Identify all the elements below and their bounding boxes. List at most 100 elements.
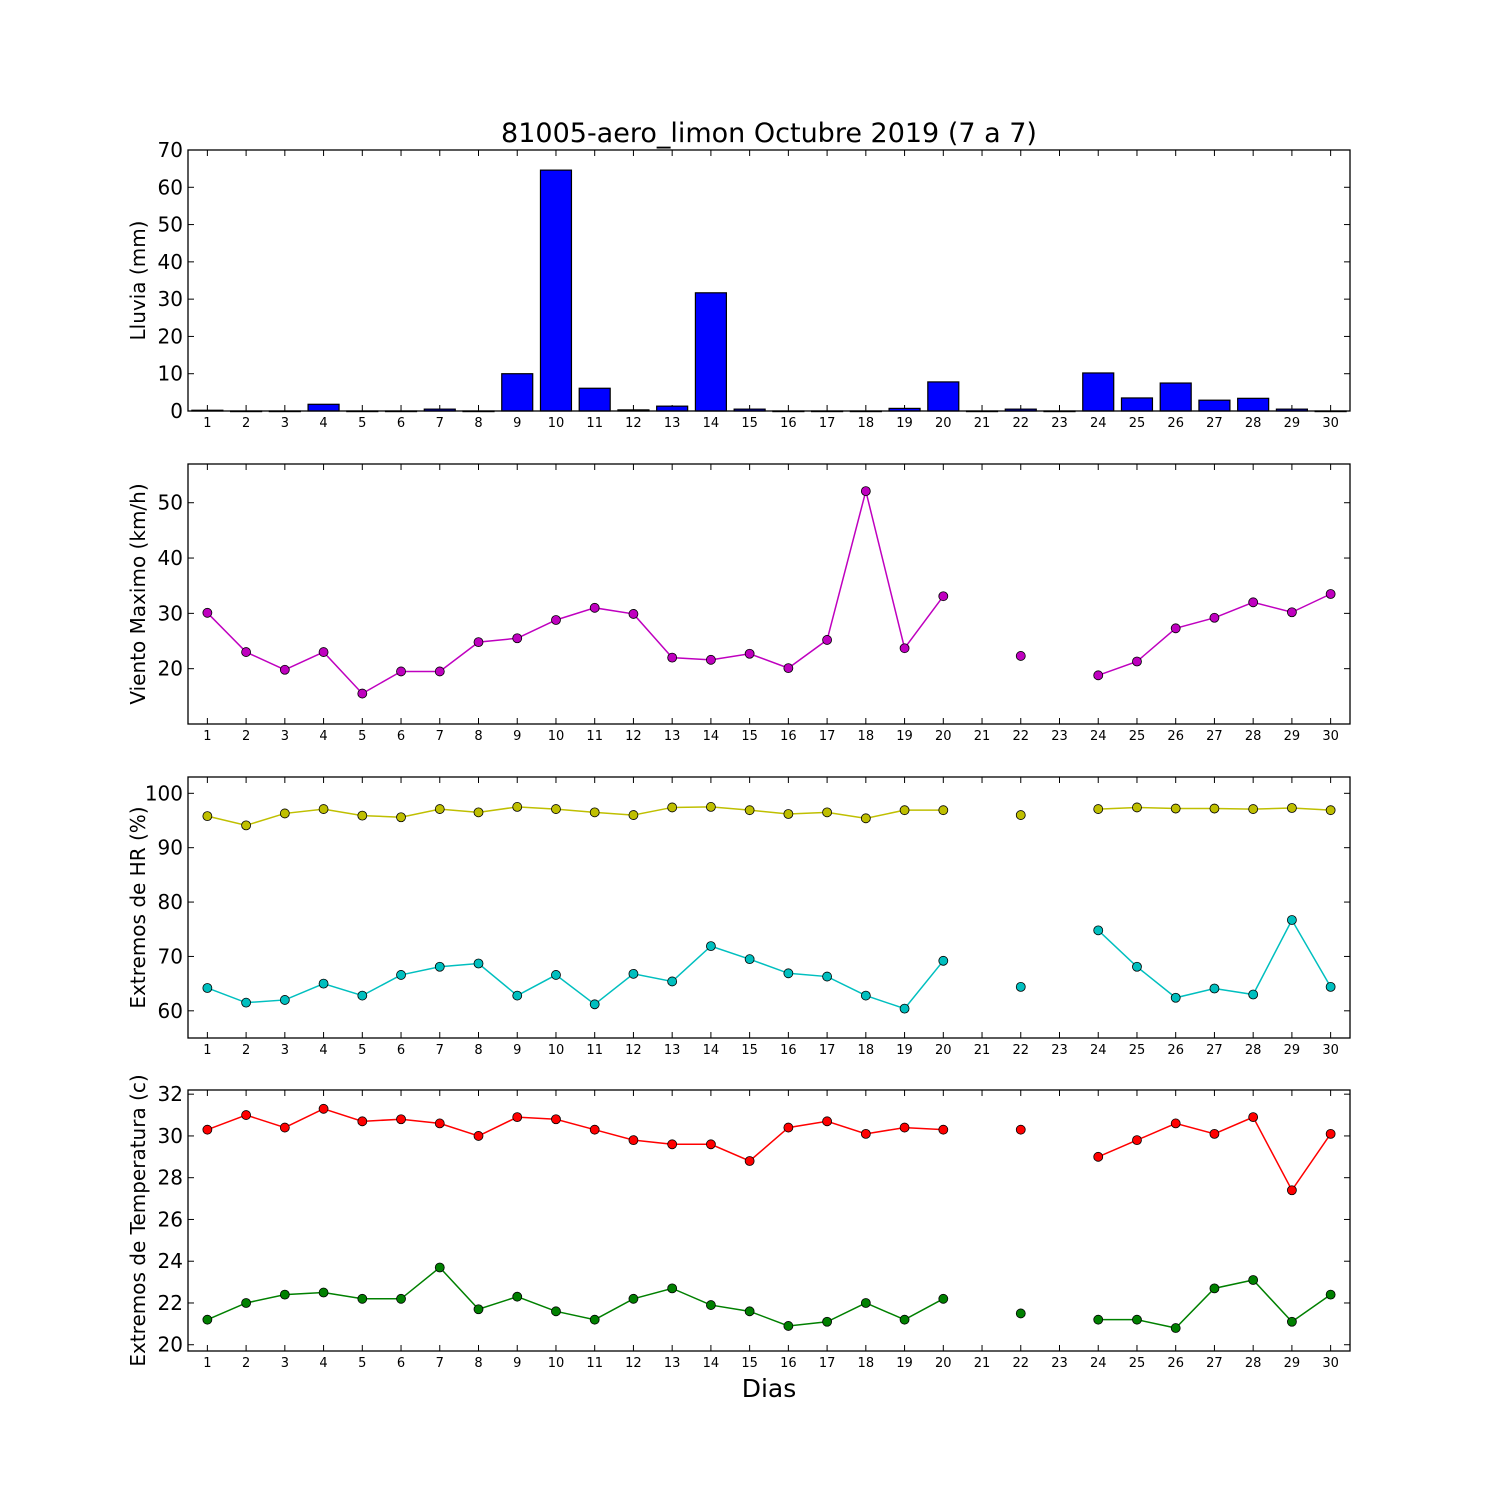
series-2-point-day-14: [706, 1300, 716, 1310]
x-tick-label: 16: [780, 1356, 797, 1371]
series-1-point-day-9: [512, 802, 523, 812]
x-tick-label: 29: [1284, 1043, 1301, 1058]
x-tick-label: 5: [358, 1356, 366, 1371]
x-tick-label: 12: [625, 1043, 642, 1058]
y-tick-label: 0: [170, 399, 183, 423]
x-tick-label: 25: [1129, 416, 1146, 431]
x-tick-label: 9: [513, 416, 521, 431]
series-1-point-day-1: [202, 1124, 213, 1135]
series-1-point-day-29: [1287, 803, 1297, 813]
y-tick-label: 70: [158, 944, 183, 968]
series-2-point-day-8: [473, 958, 484, 969]
series-2-point-day-10: [551, 1306, 561, 1317]
series-2-point-day-19: [899, 1314, 910, 1325]
x-tick-label: 12: [625, 729, 642, 744]
series-1-point-day-1: [202, 607, 213, 618]
x-tick-label: 11: [586, 416, 603, 431]
series-2-point-day-11: [589, 999, 600, 1010]
series-1-point-day-19: [899, 643, 910, 654]
y-tick-label: 30: [158, 601, 183, 625]
x-tick-label: 14: [703, 729, 720, 744]
series-1-line: [206, 490, 944, 695]
x-tick-label: 21: [974, 416, 991, 431]
series-1-point-day-3: [279, 1122, 290, 1133]
x-tick-label: 4: [319, 1356, 327, 1371]
series-2-point-day-20: [938, 955, 949, 966]
x-tick-label: 11: [586, 1043, 603, 1058]
x-tick-label: 6: [397, 416, 405, 431]
series-1-point-day-13: [667, 652, 678, 663]
series-1-point-day-27: [1209, 1128, 1220, 1139]
x-tick-label: 15: [741, 729, 758, 744]
x-tick-label: 15: [741, 416, 758, 431]
x-tick-label: 13: [664, 729, 681, 744]
series-2-point-day-5: [357, 990, 368, 1001]
series-1-point-day-4: [318, 804, 329, 814]
series-1-point-day-22: [1015, 810, 1026, 820]
series-1-point-day-27: [1209, 612, 1220, 623]
series-1-point-day-20: [938, 805, 949, 816]
series-2-point-day-6: [396, 970, 406, 980]
x-tick-label: 10: [548, 729, 565, 744]
x-tick-label: 23: [1051, 416, 1068, 431]
x-tick-label: 14: [703, 1043, 720, 1058]
series-2-point-day-12: [628, 968, 639, 979]
series-1-point-day-11: [589, 807, 600, 818]
series-1-line: [207, 1107, 944, 1162]
x-tick-label: 20: [935, 1043, 952, 1058]
y-axis-label: Extremos de Temperatura (c): [126, 1074, 150, 1366]
x-tick-label: 4: [319, 729, 327, 744]
series-2-point-day-13: [667, 1283, 678, 1294]
x-tick-label: 21: [974, 729, 991, 744]
x-tick-label: 22: [1012, 1356, 1029, 1371]
bar-day-26: [1159, 382, 1192, 412]
x-tick-label: 26: [1167, 1356, 1184, 1371]
series-2-point-day-8: [473, 1304, 484, 1315]
x-tick-label: 27: [1206, 1043, 1223, 1058]
y-tick-label: 20: [158, 1333, 183, 1357]
series-2-point-day-25: [1132, 1314, 1142, 1325]
series-2-point-day-2: [241, 997, 252, 1008]
series-1-point-day-28: [1248, 804, 1259, 814]
x-tick-label: 16: [780, 416, 797, 431]
bar-day-27: [1198, 399, 1231, 412]
x-tick-label: 23: [1051, 729, 1068, 744]
x-tick-label: 17: [819, 1043, 836, 1058]
series-1-point-day-16: [783, 663, 794, 674]
y-axis-label: Extremos de HR (%): [126, 806, 150, 1008]
x-tick-label: 27: [1206, 1356, 1223, 1371]
x-tick-label: 8: [474, 416, 482, 431]
x-tick-label: 27: [1206, 729, 1223, 744]
x-tick-label: 10: [548, 1043, 565, 1058]
series-1-point-day-4: [318, 647, 329, 657]
series-1-point-day-24: [1093, 670, 1104, 681]
x-tick-label: 22: [1012, 729, 1029, 744]
y-tick-label: 60: [158, 175, 183, 199]
series-1-point-day-15: [744, 1156, 755, 1166]
x-tick-label: 1: [203, 1356, 211, 1371]
x-tick-label: 21: [974, 1356, 991, 1371]
series-1-point-day-26: [1170, 623, 1181, 634]
series-2-point-day-13: [667, 976, 678, 987]
y-tick-label: 20: [158, 657, 183, 681]
x-tick-label: 1: [203, 1043, 211, 1058]
series-1-point-day-11: [589, 602, 600, 613]
x-tick-label: 24: [1090, 1043, 1107, 1058]
series-1-point-day-24: [1093, 804, 1104, 814]
x-tick-label: 8: [474, 729, 482, 744]
series-1-point-day-6: [396, 812, 406, 823]
x-tick-label: 3: [281, 1356, 289, 1371]
series-1-point-day-29: [1287, 607, 1297, 618]
bar-day-24: [1082, 372, 1115, 412]
x-tick-label: 2: [242, 1043, 250, 1058]
x-tick-label: 14: [703, 1356, 720, 1371]
x-tick-label: 2: [242, 416, 250, 431]
x-tick-label: 26: [1167, 416, 1184, 431]
x-tick-label: 11: [586, 1356, 603, 1371]
x-tick-label: 13: [664, 1356, 681, 1371]
y-tick-label: 70: [158, 138, 183, 162]
series-1-point-day-27: [1209, 803, 1220, 814]
chart-title: 81005-aero_limon Octubre 2019 (7 a 7): [501, 118, 1037, 149]
series-1-point-day-9: [512, 633, 523, 644]
